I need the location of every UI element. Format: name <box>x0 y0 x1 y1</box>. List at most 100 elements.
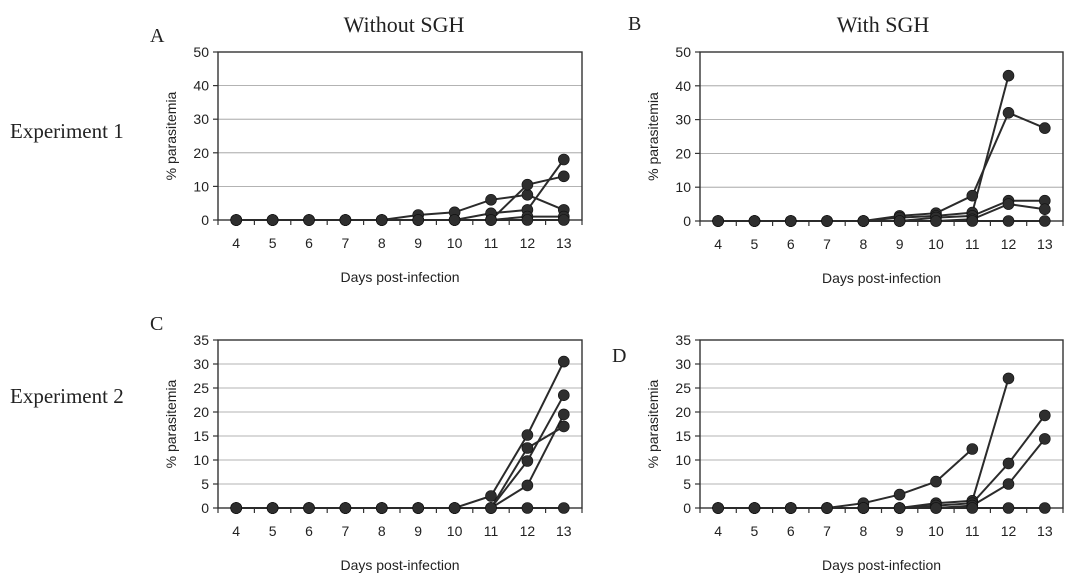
data-point <box>448 502 461 514</box>
data-point <box>521 442 534 454</box>
series-line-3 <box>236 158 565 221</box>
y-axis-label: % parasitemia <box>163 91 179 180</box>
data-point <box>784 502 797 514</box>
data-point <box>448 214 461 226</box>
series-line-4 <box>236 413 565 509</box>
data-point <box>412 502 425 514</box>
data-point <box>521 189 534 201</box>
data-point <box>230 214 242 226</box>
y-tick-label: 40 <box>675 78 691 94</box>
y-tick-label: 5 <box>683 476 691 492</box>
data-point <box>821 215 833 227</box>
row-label-experiment-2: Experiment 2 <box>10 384 124 408</box>
data-point <box>748 502 761 514</box>
data-point <box>485 194 497 206</box>
data-point <box>1002 69 1015 82</box>
data-point <box>557 408 570 421</box>
x-tick-label: 4 <box>232 523 240 539</box>
data-point <box>1039 409 1051 422</box>
data-point <box>1039 502 1051 514</box>
data-point <box>784 215 797 227</box>
x-tick-label: 4 <box>714 523 722 539</box>
data-point <box>521 178 534 191</box>
panel-label-c: C <box>150 313 163 335</box>
data-point <box>521 479 534 492</box>
data-point <box>375 502 388 514</box>
y-tick-label: 30 <box>193 111 209 127</box>
data-point <box>893 215 906 227</box>
x-tick-label: 5 <box>269 235 277 251</box>
x-tick-label: 5 <box>269 523 277 539</box>
x-tick-label: 9 <box>414 523 422 539</box>
x-tick-label: 4 <box>232 235 240 251</box>
y-tick-label: 0 <box>201 500 209 516</box>
data-point <box>557 355 570 368</box>
data-point <box>1039 122 1051 134</box>
x-tick-label: 11 <box>484 235 499 251</box>
data-point <box>303 502 315 514</box>
y-tick-label: 50 <box>193 44 209 60</box>
data-point <box>1039 433 1051 445</box>
y-tick-label: 20 <box>193 404 209 420</box>
data-point <box>1039 215 1051 227</box>
data-point <box>485 502 497 514</box>
y-tick-label: 35 <box>193 332 209 348</box>
data-point <box>966 189 979 202</box>
data-point <box>557 214 570 226</box>
data-point <box>966 215 979 227</box>
data-point <box>1039 203 1051 215</box>
x-tick-label: 6 <box>787 523 795 539</box>
data-point <box>412 214 425 226</box>
x-tick-label: 8 <box>859 523 867 539</box>
data-point <box>521 455 534 467</box>
y-tick-label: 30 <box>675 112 691 128</box>
column-title-with-sgh: With SGH <box>837 12 930 37</box>
series-line-2 <box>236 175 565 221</box>
y-tick-label: 0 <box>683 500 691 516</box>
y-tick-label: 20 <box>675 404 691 420</box>
data-point <box>893 488 906 501</box>
data-point <box>375 214 388 226</box>
data-point <box>857 502 870 514</box>
series-line-1 <box>236 361 565 509</box>
x-tick-label: 8 <box>859 236 867 252</box>
data-point <box>557 170 570 183</box>
x-tick-label: 13 <box>556 235 572 251</box>
data-point <box>857 215 870 227</box>
x-tick-label: 8 <box>378 523 386 539</box>
x-axis-label: Days post-infection <box>822 557 941 573</box>
data-point <box>521 429 534 441</box>
y-tick-label: 50 <box>675 44 691 60</box>
x-tick-label: 11 <box>965 523 980 539</box>
x-tick-label: 13 <box>556 523 572 539</box>
panel-d: D 0 5 10 15 20 25 30 35 4 5 6 7 8 9 10 11 12 13 Days post-i… <box>612 332 1064 573</box>
x-tick-label: 5 <box>751 236 759 252</box>
panel-a: A 0 10 20 30 40 50 4 5 6 7 8 9 10 11 12 13 Days post-infe… <box>150 25 583 285</box>
data-point <box>557 389 570 402</box>
panel-label-d: D <box>612 345 626 367</box>
y-tick-label: 20 <box>193 145 209 161</box>
x-tick-label: 10 <box>447 235 463 251</box>
panel-label-a: A <box>150 25 165 47</box>
x-tick-label: 11 <box>965 236 980 252</box>
y-tick-label: 0 <box>201 212 209 228</box>
x-tick-label: 12 <box>1001 523 1017 539</box>
data-point <box>230 502 242 514</box>
x-tick-label: 5 <box>751 523 759 539</box>
data-point <box>966 443 979 455</box>
data-point <box>1002 478 1015 490</box>
y-tick-label: 20 <box>675 145 691 161</box>
data-point <box>930 215 942 227</box>
x-tick-label: 6 <box>305 235 313 251</box>
x-tick-label: 7 <box>823 523 831 539</box>
y-tick-label: 15 <box>675 428 691 444</box>
data-point <box>557 502 570 514</box>
data-point <box>1002 502 1015 514</box>
data-point <box>557 420 570 433</box>
y-tick-label: 10 <box>675 452 691 468</box>
x-axis-label: Days post-infection <box>822 270 941 286</box>
panel-c: C 0 5 10 15 20 25 30 35 4 5 6 7 8 9 10 11 12 13 Days post-i… <box>150 313 583 573</box>
x-tick-label: 4 <box>714 236 722 252</box>
y-tick-label: 10 <box>675 179 691 195</box>
